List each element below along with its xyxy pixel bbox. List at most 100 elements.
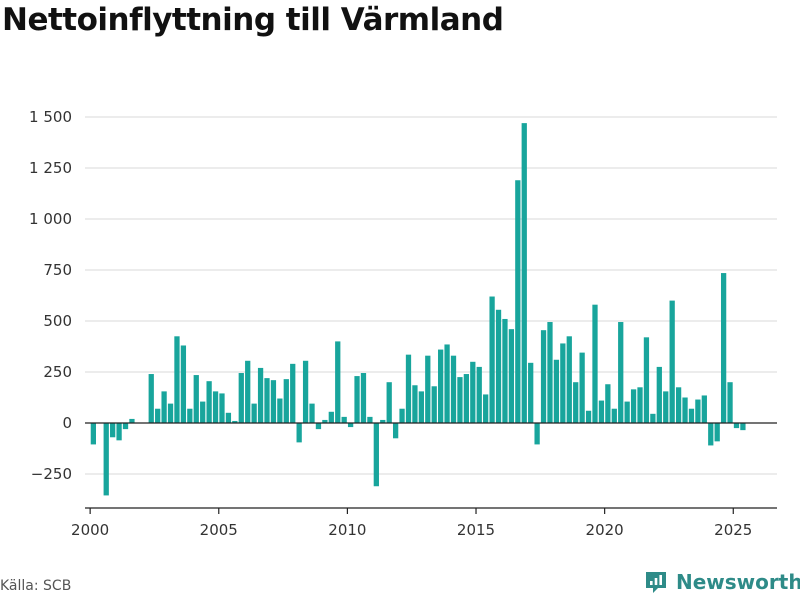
bar xyxy=(367,416,373,423)
bar xyxy=(450,355,457,423)
bar xyxy=(200,401,206,423)
bar xyxy=(347,423,354,428)
bar xyxy=(489,296,495,423)
bar xyxy=(335,341,341,423)
bar xyxy=(341,416,347,423)
bars xyxy=(90,123,746,496)
bar xyxy=(425,355,431,423)
bar xyxy=(502,318,508,423)
x-tick-label: 2025 xyxy=(714,521,752,539)
bar xyxy=(431,386,437,423)
bar xyxy=(129,418,135,423)
bar xyxy=(212,391,219,423)
bar xyxy=(219,393,225,423)
bar xyxy=(650,413,656,423)
bar xyxy=(637,387,643,423)
bar xyxy=(566,336,572,423)
bar xyxy=(470,361,476,423)
bar xyxy=(264,378,270,423)
brand-logo[interactable]: Newsworthy xyxy=(644,570,800,594)
bar xyxy=(476,366,482,423)
bar xyxy=(444,344,450,423)
bar xyxy=(618,322,624,423)
bar xyxy=(438,349,444,423)
bar xyxy=(733,423,740,429)
bar xyxy=(412,385,418,423)
bar xyxy=(392,423,399,439)
newsworthy-logo-icon xyxy=(646,572,666,593)
gridlines xyxy=(85,116,777,475)
bar xyxy=(296,423,302,443)
bar xyxy=(708,423,714,446)
bar xyxy=(277,398,283,423)
bar xyxy=(585,410,592,423)
bar xyxy=(270,380,277,423)
bar xyxy=(669,300,675,423)
bar xyxy=(553,359,560,423)
bar xyxy=(174,336,180,423)
bar xyxy=(167,403,174,423)
bar xyxy=(225,412,232,423)
bar xyxy=(322,419,328,423)
bar xyxy=(714,423,720,442)
bar xyxy=(110,423,116,438)
bar xyxy=(206,381,212,423)
bar xyxy=(534,423,540,445)
bar xyxy=(283,379,289,423)
bar xyxy=(515,180,521,423)
y-tick-label: 1 250 xyxy=(29,159,72,177)
bar xyxy=(727,382,733,423)
bar xyxy=(354,376,360,423)
bar xyxy=(315,423,322,430)
y-tick-label: 250 xyxy=(43,363,72,381)
bar xyxy=(547,322,553,423)
source-note: Källa: SCB xyxy=(0,578,72,594)
bar xyxy=(579,352,585,423)
bar xyxy=(663,391,669,423)
bar xyxy=(701,395,707,423)
bar xyxy=(540,330,547,423)
bar xyxy=(630,389,637,423)
y-tick-label: 750 xyxy=(43,261,72,279)
chart-title: Nettoinflyttning till Värmland xyxy=(2,2,504,38)
bar xyxy=(656,366,662,423)
bar xyxy=(483,394,489,423)
y-tick-label: 1 500 xyxy=(29,108,72,126)
bar xyxy=(232,420,238,423)
x-tick-label: 2010 xyxy=(328,521,366,539)
bar xyxy=(598,400,605,423)
bar xyxy=(309,403,315,423)
y-tick-label: 500 xyxy=(43,312,72,330)
x-tick-label: 2005 xyxy=(200,521,238,539)
bar xyxy=(720,273,727,423)
bar xyxy=(695,399,701,423)
bar xyxy=(257,367,264,423)
axes xyxy=(85,422,777,514)
bar xyxy=(457,377,463,423)
bar xyxy=(90,423,96,445)
bar xyxy=(251,403,257,423)
brand-name: Newsworthy xyxy=(676,570,800,594)
bar xyxy=(380,419,386,423)
y-tick-labels: −250 0 250 500 750 1 000 1 250 1 500 xyxy=(29,108,72,483)
bar xyxy=(187,408,193,423)
x-tick-label: 2015 xyxy=(457,521,495,539)
bar xyxy=(682,397,688,423)
y-tick-label: −250 xyxy=(31,465,72,483)
bar xyxy=(302,360,309,423)
bar xyxy=(508,329,515,423)
bar xyxy=(103,423,109,496)
bar xyxy=(373,423,379,487)
bar xyxy=(245,360,251,423)
bar xyxy=(675,387,682,423)
x-tick-labels: 2000 2005 2010 2015 2020 2025 xyxy=(71,521,752,539)
bar xyxy=(155,408,161,423)
bar xyxy=(740,423,746,431)
bar xyxy=(463,374,470,423)
bar xyxy=(611,408,617,423)
bar xyxy=(116,423,122,441)
y-tick-label: 1 000 xyxy=(29,210,72,228)
bar xyxy=(161,391,167,423)
bar xyxy=(122,423,129,430)
